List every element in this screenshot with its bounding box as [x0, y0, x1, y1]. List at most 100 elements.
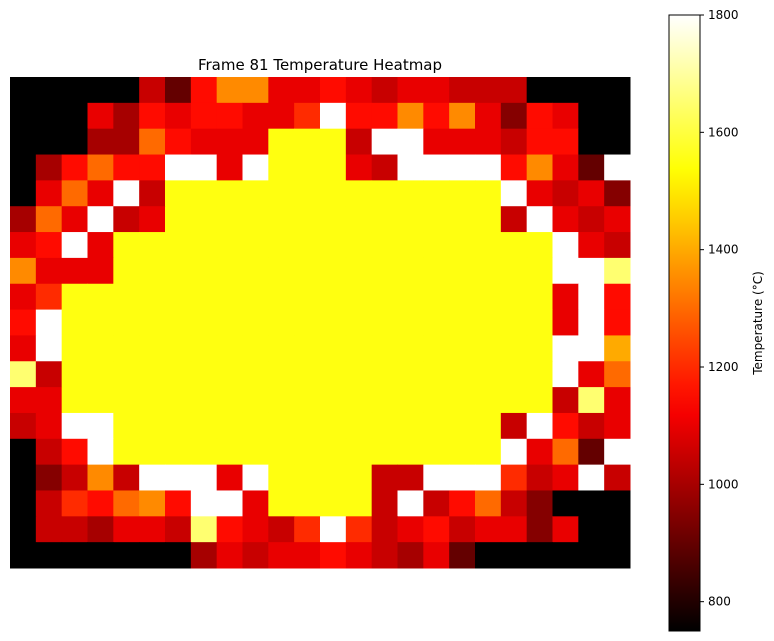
heatmap-cell — [345, 154, 373, 181]
heatmap-cell — [190, 490, 218, 517]
heatmap-cell — [449, 542, 476, 569]
heatmap-cell — [449, 387, 476, 414]
heatmap-cell — [113, 412, 140, 440]
heatmap-cell — [371, 206, 398, 233]
heatmap-cell — [475, 128, 502, 156]
heatmap-cell — [475, 102, 502, 130]
heatmap-cell — [449, 77, 476, 104]
colorbar-tick-label: 1600 — [708, 125, 739, 139]
heatmap-cell — [35, 77, 63, 104]
heatmap-cell — [449, 206, 476, 233]
heatmap-cell — [113, 490, 140, 517]
heatmap-cell — [61, 387, 88, 414]
heatmap-cell — [475, 283, 502, 311]
heatmap-cell — [165, 516, 192, 543]
heatmap-cell — [268, 490, 295, 517]
heatmap-cell — [165, 128, 192, 156]
heatmap-cell — [87, 361, 114, 388]
heatmap-cell — [578, 180, 605, 207]
heatmap-cell — [500, 283, 528, 311]
heatmap-cell — [113, 283, 140, 311]
heatmap-cell — [216, 361, 243, 388]
heatmap-cell — [423, 283, 450, 311]
heatmap-cell — [449, 464, 476, 491]
heatmap-cell — [61, 361, 88, 388]
heatmap-cell — [397, 102, 424, 130]
heatmap-cell — [190, 283, 218, 311]
heatmap-cell — [61, 283, 88, 311]
heatmap-cell — [500, 77, 528, 104]
heatmap-cell — [268, 361, 295, 388]
heatmap-cell — [526, 128, 553, 156]
heatmap-cell — [578, 257, 605, 285]
heatmap-cell — [552, 464, 579, 491]
heatmap-cell — [35, 490, 63, 517]
heatmap-cell — [449, 257, 476, 285]
heatmap-cell — [320, 154, 347, 181]
heatmap-cell — [578, 387, 605, 414]
heatmap-cell — [526, 335, 553, 362]
heatmap-cell — [371, 387, 398, 414]
heatmap-cell — [526, 361, 553, 388]
heatmap-cell — [294, 464, 321, 491]
heatmap-cell — [268, 309, 295, 336]
heatmap-cell — [475, 361, 502, 388]
heatmap-cell — [139, 412, 166, 440]
heatmap-cell — [139, 438, 166, 466]
heatmap-cell — [397, 516, 424, 543]
heatmap-cell — [35, 206, 63, 233]
heatmap-cell — [61, 412, 88, 440]
heatmap-cell — [139, 180, 166, 207]
heatmap-cell — [165, 232, 192, 259]
heatmap-cell — [242, 516, 269, 543]
heatmap-cell — [449, 180, 476, 207]
heatmap-cell — [475, 542, 502, 569]
heatmap-cell — [423, 77, 450, 104]
heatmap-cell — [87, 516, 114, 543]
heatmap-cell — [475, 154, 502, 181]
heatmap-cell — [268, 77, 295, 104]
heatmap-cell — [500, 206, 528, 233]
heatmap-cell — [190, 102, 218, 130]
heatmap-cell — [475, 257, 502, 285]
heatmap-cell — [294, 335, 321, 362]
heatmap-cell — [371, 257, 398, 285]
heatmap-cell — [10, 180, 37, 207]
heatmap-cell — [345, 180, 373, 207]
heatmap-cell — [190, 361, 218, 388]
heatmap-cell — [552, 361, 579, 388]
heatmap-cell — [397, 283, 424, 311]
heatmap-cell — [397, 490, 424, 517]
heatmap-cell — [216, 206, 243, 233]
heatmap-cell — [139, 154, 166, 181]
heatmap-cell — [216, 464, 243, 491]
heatmap-cell — [294, 128, 321, 156]
heatmap-cell — [165, 77, 192, 104]
heatmap-cell — [294, 516, 321, 543]
heatmap-cell — [345, 206, 373, 233]
heatmap-cell — [61, 464, 88, 491]
colorbar-ticks: 800 1000 1200 1400 1600 1800 — [700, 8, 739, 609]
heatmap-cell — [345, 77, 373, 104]
heatmap-cell — [320, 412, 347, 440]
heatmap-cell — [190, 335, 218, 362]
heatmap-cell — [397, 309, 424, 336]
heatmap-cell — [113, 180, 140, 207]
heatmap-cell — [10, 412, 37, 440]
heatmap-cell — [475, 180, 502, 207]
heatmap-cell — [35, 335, 63, 362]
heatmap-cell — [526, 283, 553, 311]
heatmap-cell — [552, 180, 579, 207]
heatmap-cell — [578, 309, 605, 336]
heatmap-cell — [294, 438, 321, 466]
heatmap-cell — [216, 309, 243, 336]
heatmap-cell — [526, 516, 553, 543]
heatmap-cell — [345, 335, 373, 362]
heatmap-cell — [423, 361, 450, 388]
heatmap-cell — [165, 283, 192, 311]
heatmap-cell — [242, 464, 269, 491]
heatmap-cell — [500, 542, 528, 569]
heatmap-cell — [87, 309, 114, 336]
heatmap-cell — [139, 128, 166, 156]
heatmap-cell — [423, 206, 450, 233]
